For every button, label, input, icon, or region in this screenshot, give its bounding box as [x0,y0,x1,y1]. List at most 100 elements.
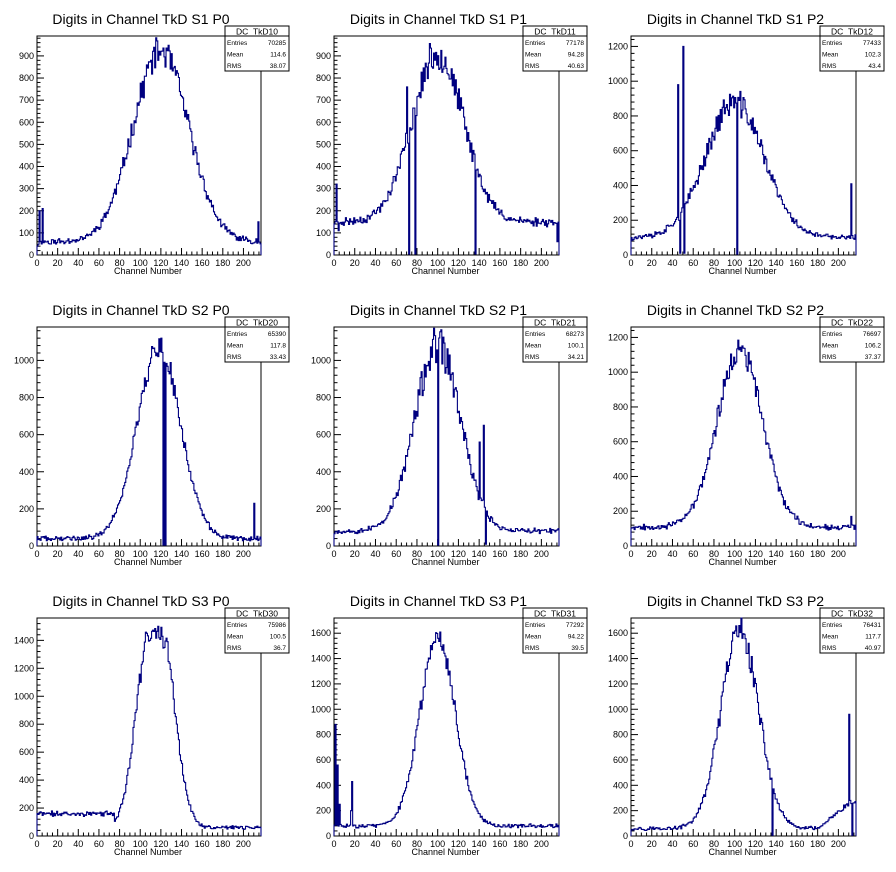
y-tick-label: 1600 [311,628,331,638]
x-tick-label: 180 [513,258,528,268]
stats-label: Entries [227,622,248,629]
y-tick-label: 1000 [311,355,331,365]
x-tick-label: 0 [34,258,39,268]
stats-name: DC_TkD11 [534,27,576,37]
plot-frame [36,35,262,256]
y-tick-label: 400 [613,180,628,190]
x-tick-label: 180 [215,258,230,268]
stats-value: 77433 [863,40,881,47]
y-tick-label: 600 [613,755,628,765]
x-tick-label: 80 [412,258,422,268]
histogram-panel: Digits in Channel TkD S1 P2 0 20 40 60 80 100 1… [608,11,885,276]
stats-label: RMS [822,354,837,361]
y-tick-label: 200 [316,504,331,514]
stats-box: DC_TkD32 Entries 76431 Mean 117.7 RMS 40.97 [819,607,885,654]
y-tick-label: 1400 [608,654,628,664]
y-tick-label: 700 [316,95,331,105]
x-tick-label: 140 [174,839,189,849]
histogram-series [36,337,262,546]
x-tick-label: 60 [94,839,104,849]
x-tick-label: 180 [215,839,230,849]
y-tick-label: 1200 [14,663,34,673]
histogram-panel: Digits in Channel TkD S2 P1 0 20 40 60 80 100 1… [311,302,588,567]
stats-box: DC_TkD11 Entries 77178 Mean 94.28 RMS 40.63 [522,25,588,72]
y-tick-label: 0 [326,541,331,551]
y-tick-label: 200 [19,206,34,216]
x-axis-label: Channel Number [114,847,182,857]
x-tick-label: 140 [769,549,784,559]
histogram-series [630,45,857,255]
y-tick-label: 400 [316,467,331,477]
stats-value: 70285 [268,40,286,47]
chart-title: Digits in Channel TkD S1 P2 [647,11,824,27]
stats-value: 76697 [863,331,881,338]
histogram-series [630,617,857,836]
stats-value: 106.2 [865,343,882,350]
y-tick-label: 0 [326,831,331,841]
stats-value: 68273 [566,331,584,338]
y-tick-label: 200 [316,806,331,816]
y-tick-label: 200 [19,504,34,514]
y-tick-label: 1400 [311,654,331,664]
x-tick-label: 80 [412,549,422,559]
x-tick-label: 120 [748,549,763,559]
chart-title: Digits in Channel TkD S1 P0 [52,11,229,27]
x-tick-label: 20 [350,839,360,849]
histogram-panel: Digits in Channel TkD S2 P0 0 20 40 60 80 100 1… [14,302,290,567]
stats-label: Entries [822,40,843,47]
stats-box: DC_TkD12 Entries 77433 Mean 102.3 RMS 43.4 [819,25,885,72]
stats-label: Mean [822,52,839,59]
x-tick-label: 140 [472,839,487,849]
y-tick-label: 300 [316,184,331,194]
x-tick-label: 60 [688,549,698,559]
stats-label: RMS [525,645,540,652]
chart-title: Digits in Channel TkD S2 P2 [647,302,824,318]
x-tick-label: 40 [73,258,83,268]
x-tick-label: 60 [391,549,401,559]
x-axis-label: Channel Number [411,266,479,276]
stats-label: Mean [227,343,244,350]
x-tick-label: 60 [688,258,698,268]
x-tick-label: 160 [492,549,507,559]
y-tick-label: 900 [19,51,34,61]
x-axis-label: Channel Number [708,266,776,276]
y-tick-label: 400 [613,471,628,481]
x-tick-label: 20 [647,549,657,559]
chart-title: Digits in Channel TkD S1 P1 [350,11,527,27]
x-tick-label: 100 [133,549,148,559]
stats-label: RMS [822,645,837,652]
x-tick-label: 0 [34,549,39,559]
x-tick-label: 200 [534,258,549,268]
y-tick-label: 400 [19,162,34,172]
histogram-panel: Digits in Channel TkD S3 P2 0 20 40 60 80 100 1… [608,593,885,857]
histogram-panel: Digits in Channel TkD S2 P2 0 20 40 60 80 100 1… [608,302,885,567]
y-tick-label: 1600 [608,628,628,638]
stats-label: RMS [525,63,540,70]
x-tick-label: 80 [709,549,719,559]
plot-frame [333,617,560,837]
x-tick-label: 0 [628,839,633,849]
stats-label: RMS [227,645,242,652]
stats-label: RMS [822,63,837,70]
x-tick-label: 40 [667,258,677,268]
stats-name: DC_TkD12 [831,27,873,37]
x-tick-label: 120 [451,839,466,849]
stats-value: 117.8 [270,343,286,350]
stats-value: 76431 [863,622,881,629]
x-tick-label: 120 [153,549,168,559]
y-tick-label: 0 [326,250,331,260]
stats-value: 77292 [566,622,584,629]
y-tick-label: 800 [19,393,34,403]
y-tick-label: 0 [29,250,34,260]
stats-label: Mean [227,634,244,641]
stats-value: 77178 [566,40,584,47]
stats-box: DC_TkD10 Entries 70285 Mean 114.6 RMS 38.07 [224,25,290,72]
x-tick-label: 100 [430,549,445,559]
x-tick-label: 40 [370,839,380,849]
stats-label: RMS [525,354,540,361]
y-tick-label: 200 [613,506,628,516]
x-axis-label: Channel Number [411,557,479,567]
x-tick-label: 80 [115,258,125,268]
y-tick-label: 500 [316,139,331,149]
y-tick-label: 1000 [14,355,34,365]
